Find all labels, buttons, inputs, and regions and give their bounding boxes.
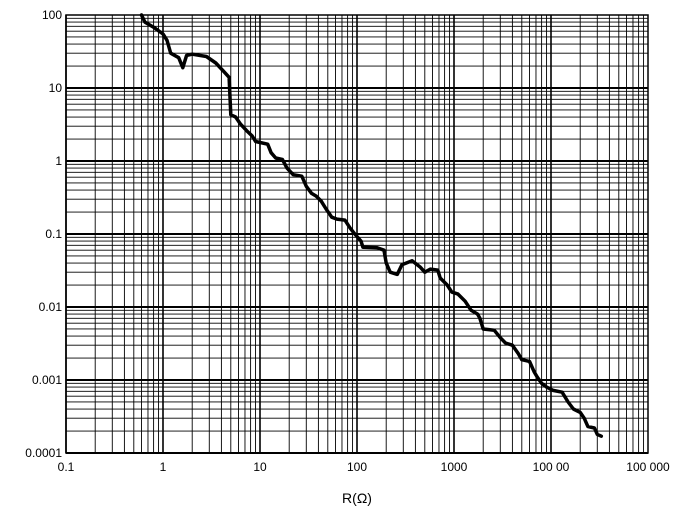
x-tick-label: 100 00 xyxy=(533,460,570,474)
x-tick-label: 100 000 xyxy=(626,460,670,474)
curve-layer xyxy=(139,13,604,438)
x-tick-label: 1 xyxy=(160,460,167,474)
y-tick-label: 0.01 xyxy=(39,300,63,314)
x-axis-title: R(Ω) xyxy=(342,490,372,506)
plot-frame xyxy=(65,14,649,454)
x-tick-label: 100 xyxy=(347,460,367,474)
x-tick-label: 0.1 xyxy=(58,460,75,474)
y-tick-label: 10 xyxy=(49,81,63,95)
y-tick-label: 0.1 xyxy=(45,227,62,241)
y-tick-label: 100 xyxy=(42,8,62,22)
x-tick-label: 10 xyxy=(253,460,267,474)
x-tick-labels: 0.1 1 10 100 1000 100 00 100 000 xyxy=(58,460,670,474)
y-tick-labels: 100 10 1 0.1 0.01 0.001 0.0001 xyxy=(25,8,62,460)
series-line xyxy=(139,13,604,438)
y-tick-label: 1 xyxy=(55,154,62,168)
x-tick-label: 1000 xyxy=(441,460,468,474)
y-tick-label: 0.0001 xyxy=(25,446,62,460)
y-tick-label: 0.001 xyxy=(32,373,62,387)
